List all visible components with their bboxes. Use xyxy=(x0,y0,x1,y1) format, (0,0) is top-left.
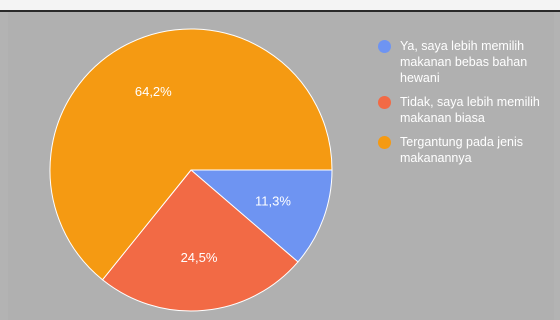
slice-label-tidak: 24,5% xyxy=(181,250,218,265)
pie-slice-tidak[interactable] xyxy=(101,169,299,312)
slice-label-tergantung: 64,2% xyxy=(135,84,172,99)
top-divider xyxy=(0,10,560,12)
legend-label-tergantung: Tergantung pada jenis makanannya xyxy=(400,135,524,165)
pie-slice-ya[interactable] xyxy=(189,169,333,263)
legend-swatch-tidak xyxy=(378,96,391,109)
legend-item-tergantung[interactable]: Tergantung pada jenis makanannya xyxy=(378,134,553,166)
pie-slice-tergantung[interactable] xyxy=(49,28,333,281)
legend-label-tidak: Tidak, saya lebih memilih makanan biasa xyxy=(400,95,540,125)
chart-panel: 11,3% 24,5% 64,2% Ya, saya lebih memilih m… xyxy=(8,12,554,320)
legend: Ya, saya lebih memilih makanan bebas bah… xyxy=(378,38,553,174)
legend-label-ya: Ya, saya lebih memilih makanan bebas bah… xyxy=(400,39,528,85)
slice-label-ya: 11,3% xyxy=(255,193,291,208)
legend-swatch-tergantung xyxy=(378,136,391,149)
top-strip xyxy=(0,0,560,12)
pie-chart: 11,3% 24,5% 64,2% xyxy=(49,28,333,312)
legend-swatch-ya xyxy=(378,40,391,53)
legend-item-tidak[interactable]: Tidak, saya lebih memilih makanan biasa xyxy=(378,94,553,126)
legend-item-ya[interactable]: Ya, saya lebih memilih makanan bebas bah… xyxy=(378,38,553,86)
